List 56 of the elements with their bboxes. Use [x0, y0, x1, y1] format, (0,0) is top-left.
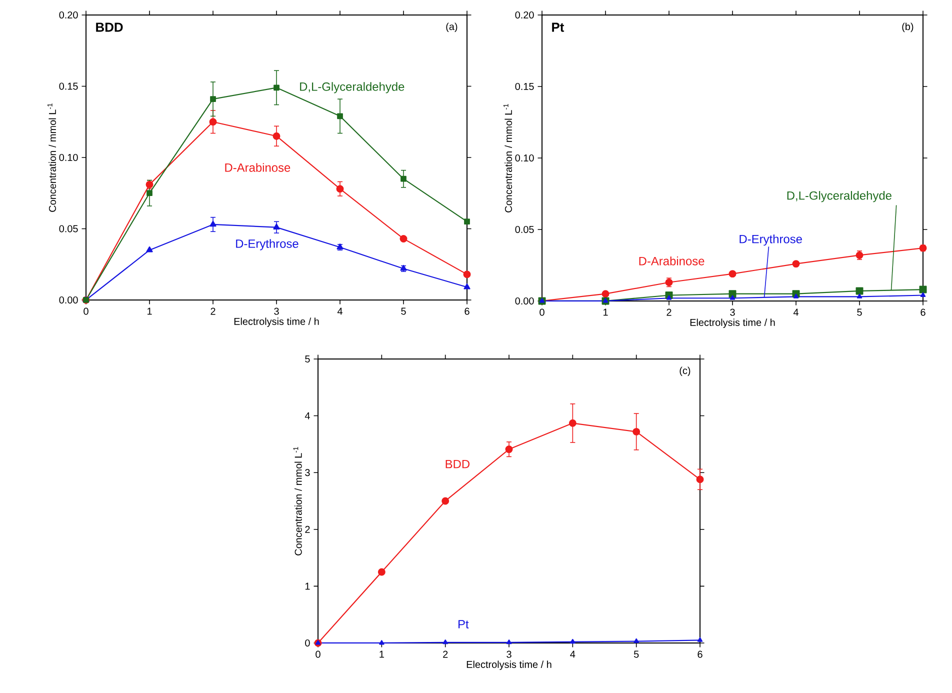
y-tick-label: 0.15 — [515, 82, 534, 90]
x-axis-title: Electrolysis time / h — [690, 318, 775, 328]
x-tick-label: 6 — [920, 308, 926, 316]
series-label: D-Erythrose — [236, 239, 298, 250]
y-tick-label: 0.20 — [515, 11, 534, 19]
y-tick-label: 0.00 — [59, 296, 78, 304]
y-tick-label: 0.00 — [515, 297, 534, 305]
y-tick-label: 0.05 — [59, 225, 78, 232]
y-tick-label: 0 — [305, 639, 310, 647]
annotation: (b) — [902, 22, 914, 32]
x-tick-label: 2 — [210, 308, 216, 315]
x-tick-label: 0 — [316, 650, 320, 658]
x-axis-title: Electrolysis time / h — [466, 660, 552, 670]
series-label: BDD — [446, 460, 470, 468]
x-tick-label: 6 — [698, 650, 702, 658]
annotation: (a) — [446, 22, 458, 32]
x-tick-label: 1 — [604, 308, 608, 316]
text: D,L-Glyceraldehyde — [787, 191, 892, 202]
y-tick-label: 0.20 — [59, 11, 78, 19]
y-tick-label: 0.15 — [59, 82, 78, 90]
x-tick-label: 5 — [634, 650, 639, 658]
x-axis-title: Electrolysis time / h — [234, 318, 319, 327]
series-label: D,L-Glyceraldehyde — [300, 82, 404, 94]
x-tick-label: 1 — [148, 308, 152, 315]
x-tick-label: 3 — [730, 308, 735, 316]
x-tick-label: 3 — [506, 650, 512, 658]
y-tick-label: 1 — [305, 582, 310, 590]
annotation: (c) — [680, 366, 690, 376]
y-axis-title: Concentration / mmol L$^{-1}$ — [504, 104, 512, 212]
y-tick-label: 0.10 — [515, 154, 534, 162]
x-tick-label: 3 — [274, 308, 279, 315]
x-tick-label: 0 — [84, 308, 88, 315]
y-tick-label: 5 — [305, 356, 310, 362]
annotation: Pt — [552, 22, 564, 32]
series-label: D-Arabinose — [639, 256, 704, 266]
y-tick-label: 0.05 — [515, 226, 534, 234]
x-tick-label: 2 — [443, 650, 448, 658]
y-axis-title: Concentration / mmol L$^{-1}$ — [47, 103, 56, 212]
text: D-Erythrose — [740, 234, 802, 246]
x-tick-label: 4 — [570, 650, 576, 658]
series-label: D-Arabinose — [225, 163, 290, 172]
y-tick-label: 0.10 — [59, 154, 78, 162]
y-tick-label: 3 — [305, 469, 310, 476]
y-axis-title: Concentration / mmol L$^{-1}$ — [293, 446, 302, 556]
y-tick-label: 2 — [305, 526, 310, 533]
x-tick-label: 5 — [401, 308, 406, 315]
x-tick-label: 0 — [540, 308, 544, 316]
x-tick-label: 4 — [337, 308, 342, 315]
x-tick-label: 1 — [380, 650, 384, 658]
x-tick-label: 6 — [464, 308, 470, 315]
x-tick-label: 2 — [666, 308, 672, 316]
y-tick-label: 4 — [304, 412, 310, 420]
series-label: Pt — [458, 620, 469, 628]
x-tick-label: 5 — [857, 308, 862, 316]
x-tick-label: 4 — [793, 308, 798, 316]
annotation: BDD — [96, 22, 123, 32]
